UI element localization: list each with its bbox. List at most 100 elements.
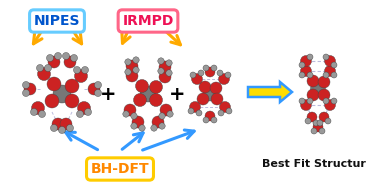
Circle shape: [71, 54, 78, 61]
Circle shape: [63, 53, 70, 60]
Circle shape: [24, 83, 36, 95]
Circle shape: [22, 81, 30, 88]
Text: +: +: [100, 84, 116, 104]
Circle shape: [217, 70, 223, 76]
Circle shape: [325, 99, 336, 111]
FancyArrow shape: [248, 82, 292, 102]
Circle shape: [64, 56, 76, 68]
Circle shape: [82, 67, 89, 74]
Circle shape: [133, 57, 139, 63]
Circle shape: [220, 101, 231, 112]
Circle shape: [159, 113, 165, 119]
Circle shape: [319, 112, 329, 122]
Circle shape: [190, 101, 201, 112]
Circle shape: [85, 108, 92, 115]
Text: IRMPD: IRMPD: [122, 14, 174, 28]
Text: NIPES: NIPES: [34, 14, 80, 28]
Circle shape: [331, 62, 337, 68]
Circle shape: [75, 70, 87, 83]
Circle shape: [226, 108, 232, 114]
Circle shape: [300, 99, 311, 111]
Circle shape: [323, 54, 329, 60]
Circle shape: [311, 128, 317, 134]
Circle shape: [218, 110, 224, 116]
Circle shape: [46, 54, 53, 61]
Circle shape: [125, 59, 131, 65]
Circle shape: [125, 69, 131, 75]
Circle shape: [196, 110, 202, 116]
Circle shape: [331, 72, 337, 78]
Circle shape: [123, 111, 129, 117]
Circle shape: [159, 61, 171, 73]
Circle shape: [59, 126, 66, 133]
Circle shape: [131, 123, 137, 129]
Circle shape: [317, 120, 323, 126]
Circle shape: [307, 54, 313, 60]
Circle shape: [323, 98, 329, 104]
Circle shape: [30, 108, 37, 115]
Circle shape: [318, 89, 330, 101]
Circle shape: [299, 72, 305, 78]
Circle shape: [299, 98, 305, 104]
Circle shape: [22, 90, 30, 97]
Circle shape: [167, 111, 173, 117]
Circle shape: [198, 70, 204, 76]
Circle shape: [55, 53, 61, 60]
Circle shape: [190, 72, 196, 78]
Circle shape: [45, 94, 59, 108]
Circle shape: [210, 82, 222, 94]
Circle shape: [307, 112, 317, 122]
Circle shape: [191, 74, 202, 84]
Circle shape: [323, 72, 329, 78]
Circle shape: [300, 66, 311, 77]
Circle shape: [149, 81, 163, 94]
Circle shape: [159, 123, 165, 129]
Circle shape: [53, 85, 71, 103]
Circle shape: [166, 70, 172, 76]
Circle shape: [305, 118, 311, 124]
Circle shape: [219, 74, 229, 84]
Circle shape: [132, 116, 144, 128]
Circle shape: [140, 86, 156, 102]
Circle shape: [67, 125, 74, 132]
Circle shape: [318, 76, 330, 88]
Circle shape: [310, 81, 325, 97]
Circle shape: [134, 94, 146, 106]
Text: Best Fit Structure: Best Fit Structure: [262, 159, 366, 169]
Circle shape: [211, 65, 217, 71]
Circle shape: [94, 81, 101, 88]
Circle shape: [88, 83, 100, 95]
Circle shape: [199, 81, 211, 93]
Circle shape: [313, 122, 323, 132]
Circle shape: [325, 56, 336, 67]
Circle shape: [225, 72, 231, 78]
Circle shape: [307, 98, 313, 104]
Circle shape: [160, 104, 172, 116]
Circle shape: [139, 125, 145, 131]
Circle shape: [211, 93, 223, 105]
Circle shape: [52, 118, 64, 130]
Circle shape: [211, 117, 217, 123]
Circle shape: [325, 66, 336, 77]
Circle shape: [131, 113, 137, 119]
Circle shape: [299, 62, 305, 68]
Circle shape: [319, 128, 325, 134]
Circle shape: [307, 72, 313, 78]
Circle shape: [51, 125, 57, 132]
Circle shape: [76, 111, 83, 118]
Circle shape: [159, 71, 171, 83]
Circle shape: [203, 65, 209, 71]
Circle shape: [197, 93, 209, 105]
Circle shape: [65, 94, 79, 108]
Circle shape: [203, 87, 217, 101]
Circle shape: [45, 64, 52, 71]
Circle shape: [48, 56, 60, 68]
Circle shape: [47, 77, 61, 91]
Circle shape: [205, 67, 215, 77]
Circle shape: [313, 120, 319, 126]
Circle shape: [78, 101, 90, 115]
Circle shape: [158, 68, 164, 74]
Circle shape: [37, 67, 51, 81]
Circle shape: [38, 111, 45, 118]
Circle shape: [307, 89, 319, 101]
